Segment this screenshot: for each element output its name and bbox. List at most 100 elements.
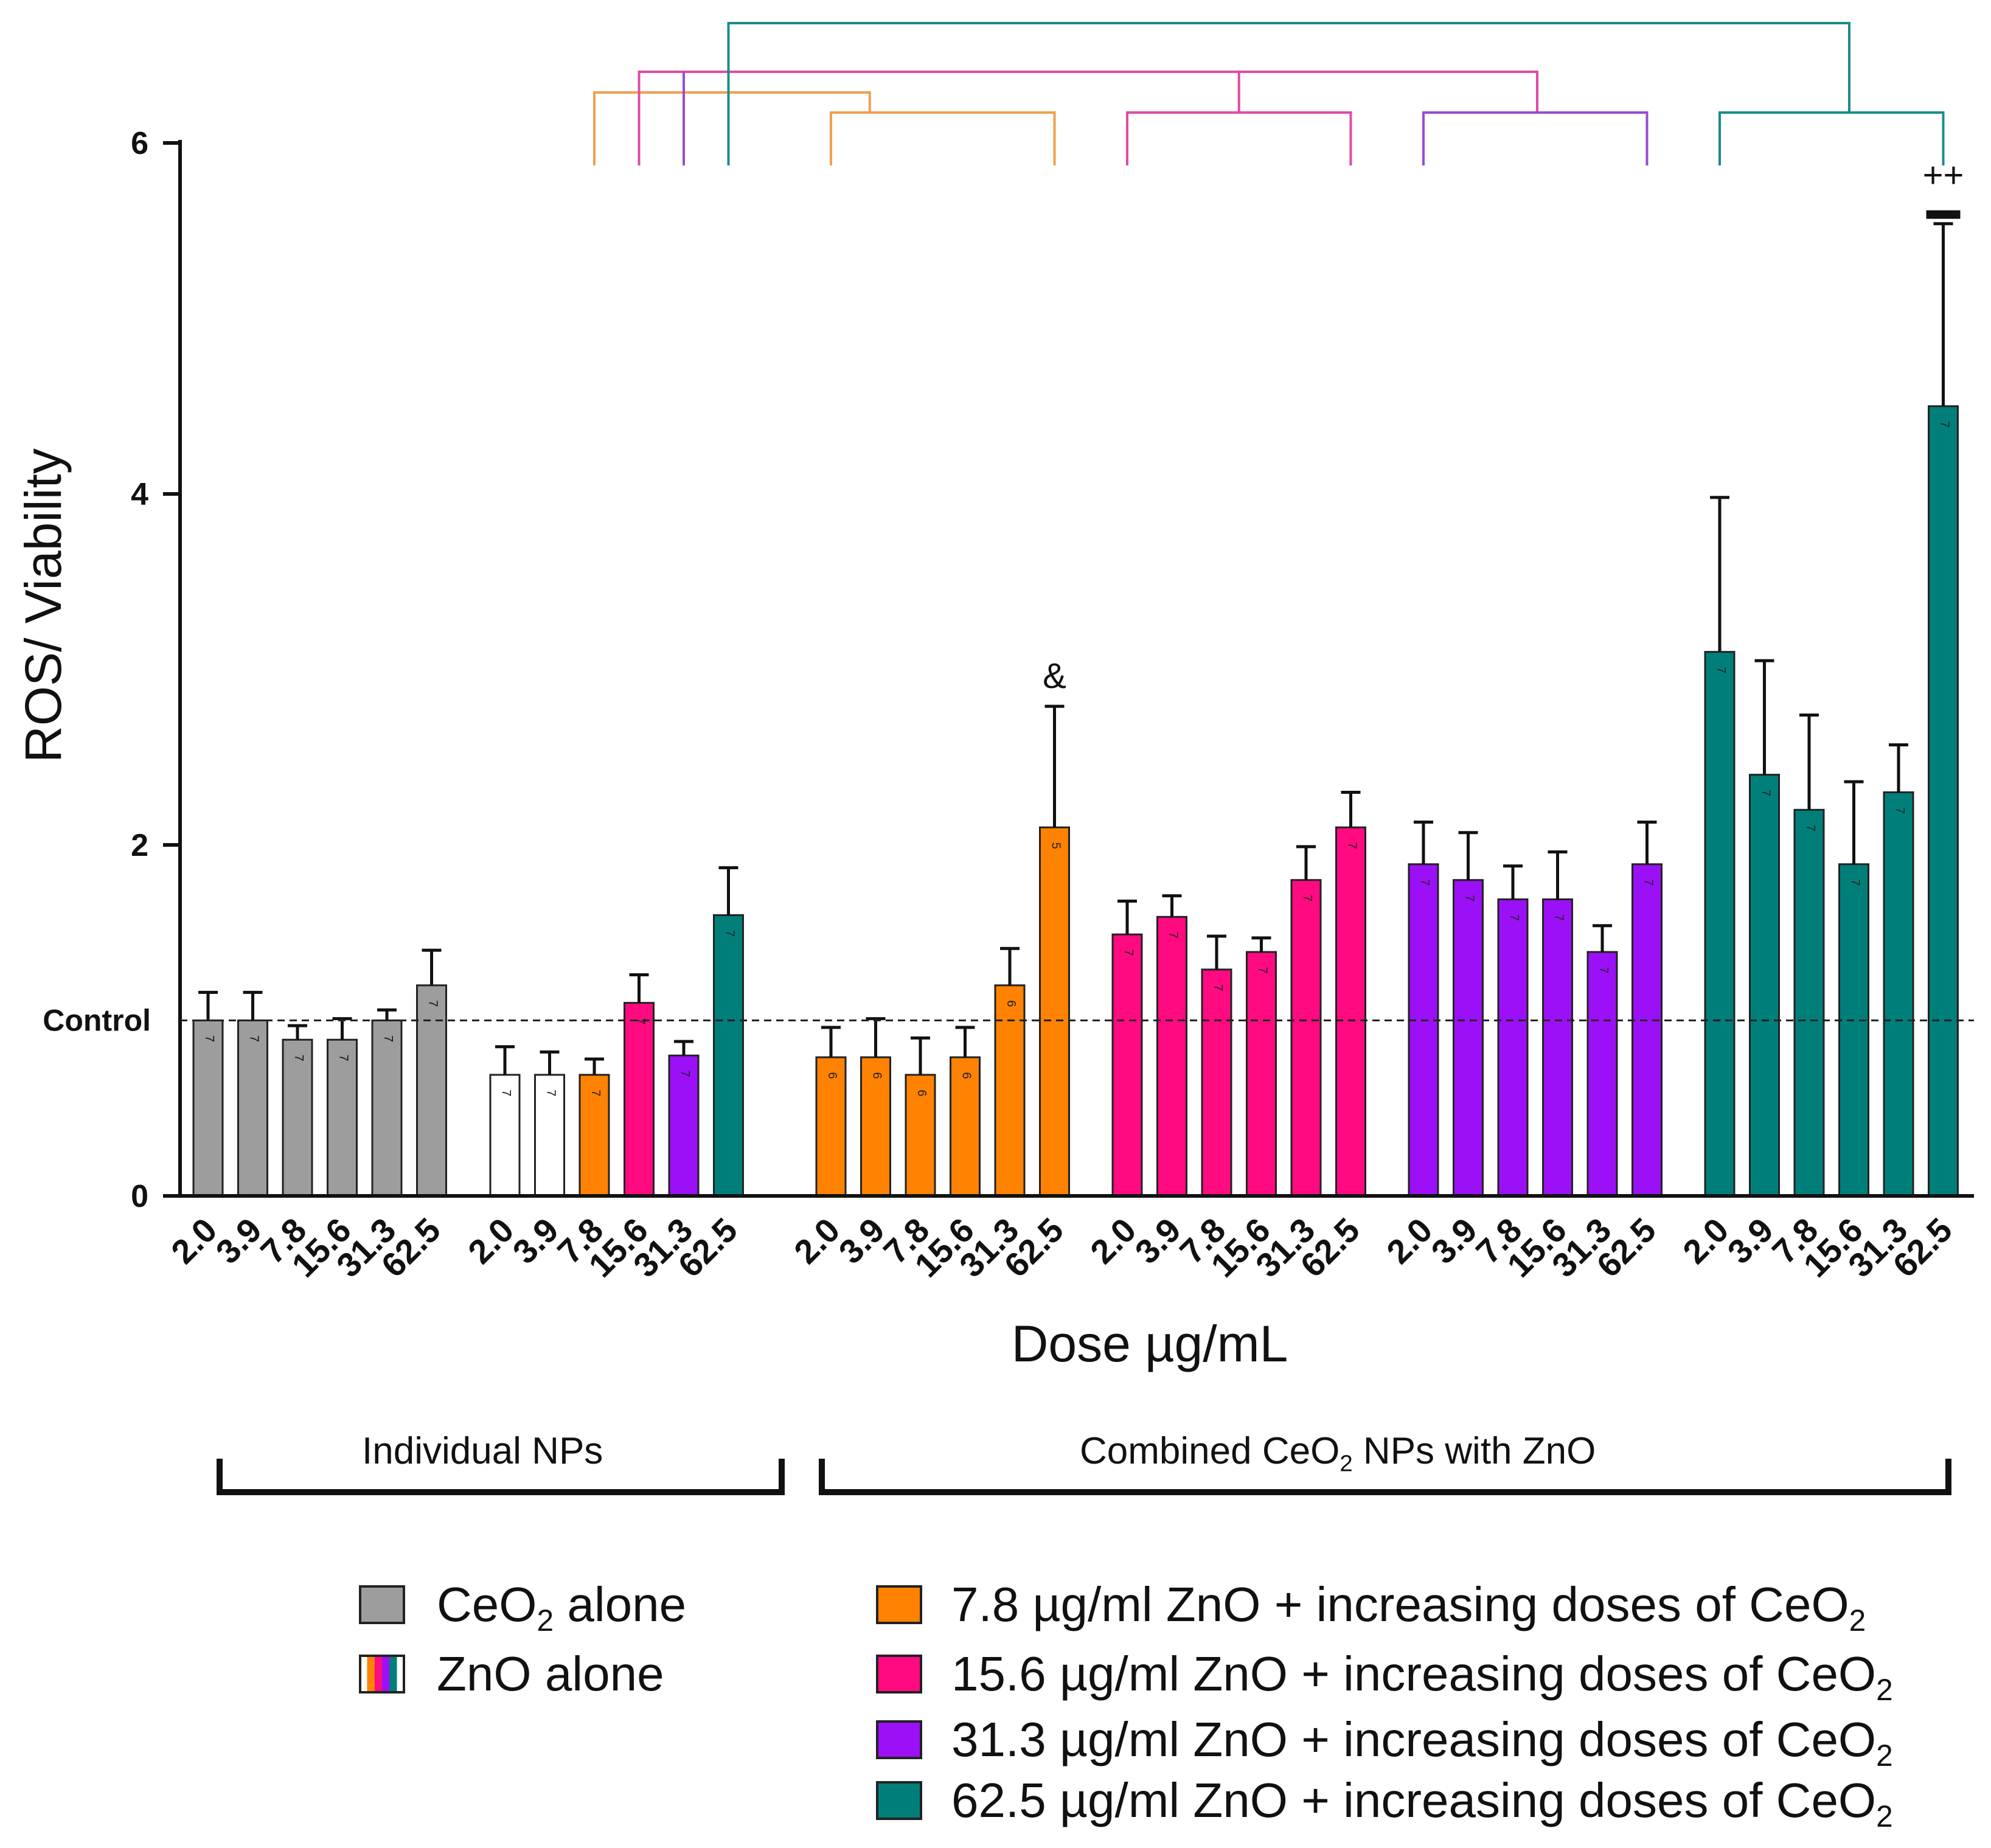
bracket-orange-link: [593, 91, 871, 165]
bar-31-3-g-ml-zno-increasing-doses-of-ceo2-0: [1408, 863, 1439, 1197]
bar-62-5-g-ml-zno-increasing-doses-of-ceo2-3: [1838, 863, 1869, 1197]
combined-label: Combined CeO2 NPs with ZnO: [1080, 1429, 1596, 1477]
combined-text-sub: 2: [1339, 1450, 1353, 1477]
n-label-15-6-g-ml-zno-increasing-doses-of-ceo2-3: 7: [1256, 967, 1270, 973]
annotation-bar-1: [1926, 210, 1961, 219]
combined-text-prefix: Combined CeO: [1080, 1430, 1340, 1472]
bar-31-3-g-ml-zno-increasing-doses-of-ceo2-5: [1631, 863, 1663, 1197]
n-label-ceo2-alone-4: 7: [381, 1035, 395, 1042]
individual-nps-text: Individual NPs: [362, 1430, 603, 1472]
bar-7-8-g-ml-zno-increasing-doses-of-ceo2-1: [860, 1056, 891, 1197]
n-label-31-3-g-ml-zno-increasing-doses-of-ceo2-2: 7: [1507, 914, 1521, 921]
bar-ceo2-alone-5: [416, 984, 447, 1197]
bar-31-3-g-ml-zno-increasing-doses-of-ceo2-2: [1497, 898, 1529, 1197]
n-label-ceo2-alone-2: 7: [292, 1055, 305, 1061]
n-label-ceo2-alone-1: 7: [248, 1035, 261, 1042]
bracket-orange-series: [830, 111, 1056, 165]
bar-ceo2-alone-1: [237, 1020, 268, 1197]
significance-annotations: & ++: [1043, 156, 1964, 696]
n-label-62-5-g-ml-zno-increasing-doses-of-ceo2-4: 7: [1893, 807, 1906, 814]
bar-7-8-g-ml-zno-increasing-doses-of-ceo2-0: [815, 1056, 847, 1197]
legend-item-1-sub: 2: [1876, 1672, 1893, 1707]
bracket-purple-series: [1422, 111, 1649, 165]
bar-series: 7 7 7 7 7 7 7 7 7 7 7 7 6 6 6 6 6 5 7 7 7 7 7 7 7 7 7 7 7 7 7 7 7 7 7 7: [192, 222, 1959, 1197]
x-axis-title: Dose µg/mL: [1012, 1315, 1288, 1372]
bar-31-3-g-ml-zno-increasing-doses-of-ceo2-3: [1542, 898, 1573, 1197]
legend-swatch-zno: [359, 1655, 405, 1693]
legend-swatch-zno-7-8: [876, 1585, 922, 1624]
bar-ceo2-alone-0: [192, 1020, 224, 1197]
bar-7-8-g-ml-zno-increasing-doses-of-ceo2-5: [1039, 826, 1070, 1197]
individual-nps-label: Individual NPs: [362, 1429, 603, 1473]
bar-7-8-g-ml-zno-increasing-doses-of-ceo2-3: [950, 1056, 981, 1197]
legend-item-0-text: 7.8 µg/ml ZnO + increasing doses of CeO: [951, 1577, 1849, 1631]
bar-ceo2-alone-4: [371, 1020, 403, 1197]
n-label-31-3-g-ml-zno-increasing-doses-of-ceo2-0: 7: [1418, 879, 1431, 886]
n-label-15-6-g-ml-zno-increasing-doses-of-ceo2-0: 7: [1122, 950, 1135, 956]
combined-bracket: [819, 1459, 1951, 1495]
n-label-7-8-g-ml-zno-increasing-doses-of-ceo2-5: 5: [1049, 842, 1063, 849]
bar-ceo2-alone-3: [327, 1038, 358, 1197]
bar-15-6-g-ml-zno-increasing-doses-of-ceo2-2: [1201, 968, 1232, 1197]
n-label-zno-alone-2: 7: [589, 1089, 602, 1096]
n-label-ceo2-alone-0: 7: [203, 1035, 216, 1042]
bar-31-3-g-ml-zno-increasing-doses-of-ceo2-1: [1453, 879, 1484, 1197]
individual-nps-bracket: [217, 1459, 785, 1495]
y-tick-label-1: 2: [131, 828, 148, 863]
n-label-ceo2-alone-3: 7: [337, 1055, 350, 1061]
n-label-7-8-g-ml-zno-increasing-doses-of-ceo2-1: 6: [870, 1072, 884, 1079]
bar-15-6-g-ml-zno-increasing-doses-of-ceo2-1: [1156, 915, 1187, 1197]
bar-62-5-g-ml-zno-increasing-doses-of-ceo2-2: [1793, 808, 1825, 1197]
n-label-15-6-g-ml-zno-increasing-doses-of-ceo2-5: 7: [1346, 842, 1359, 849]
ros-viability-chart: 7 7 7 7 7 7 7 7 7 7 7 7 6 6 6 6 6 5 7 7 7 7 7 7 7 7 7 7 7 7 7 7 7 7 7 7 0 2 4…: [15, 22, 1974, 1372]
n-label-31-3-g-ml-zno-increasing-doses-of-ceo2-4: 7: [1597, 967, 1610, 973]
legend-ceo2-sub: 2: [537, 1603, 554, 1638]
bracket-teal-link: [727, 22, 1850, 165]
bar-zno-alone-4: [668, 1054, 700, 1197]
n-label-zno-alone-3: 7: [634, 1018, 647, 1024]
y-axis-title: ROS/ Viability: [15, 448, 72, 763]
bar-62-5-g-ml-zno-increasing-doses-of-ceo2-4: [1883, 791, 1914, 1197]
bar-62-5-g-ml-zno-increasing-doses-of-ceo2-1: [1749, 774, 1780, 1197]
n-label-62-5-g-ml-zno-increasing-doses-of-ceo2-1: 7: [1759, 790, 1773, 796]
legend-item-3-text: 62.5 µg/ml ZnO + increasing doses of CeO: [951, 1773, 1877, 1827]
n-label-7-8-g-ml-zno-increasing-doses-of-ceo2-0: 6: [825, 1072, 839, 1079]
x-tick-labels: 2.03.97.815.631.362.5 2.03.97.815.631.362…: [164, 1211, 1959, 1285]
n-label-15-6-g-ml-zno-increasing-doses-of-ceo2-1: 7: [1167, 932, 1180, 939]
legend-zno-text: ZnO alone: [437, 1647, 664, 1701]
n-label-zno-alone-4: 7: [678, 1071, 692, 1077]
bar-15-6-g-ml-zno-increasing-doses-of-ceo2-0: [1111, 933, 1143, 1197]
bar-31-3-g-ml-zno-increasing-doses-of-ceo2-4: [1586, 951, 1618, 1197]
n-label-62-5-g-ml-zno-increasing-doses-of-ceo2-2: 7: [1804, 825, 1817, 832]
n-label-7-8-g-ml-zno-increasing-doses-of-ceo2-3: 6: [960, 1072, 973, 1079]
bar-zno-alone-5: [713, 914, 744, 1197]
bracket-teal-series: [1718, 111, 1945, 165]
bar-15-6-g-ml-zno-increasing-doses-of-ceo2-4: [1290, 879, 1322, 1197]
bar-15-6-g-ml-zno-increasing-doses-of-ceo2-5: [1335, 826, 1366, 1197]
legend-item-0-sub: 2: [1849, 1603, 1866, 1638]
legend-swatch-zno-31-3: [876, 1720, 922, 1759]
y-tick-labels: 0 2 4 6: [131, 126, 148, 1214]
n-label-zno-alone-0: 7: [499, 1089, 513, 1096]
legend-item-3-sub: 2: [1876, 1799, 1893, 1833]
n-label-62-5-g-ml-zno-increasing-doses-of-ceo2-3: 7: [1849, 879, 1862, 886]
n-label-31-3-g-ml-zno-increasing-doses-of-ceo2-5: 7: [1642, 879, 1655, 886]
legend-swatch-zno-15-6: [876, 1655, 922, 1693]
bar-ceo2-alone-2: [282, 1038, 313, 1197]
combined-text-suffix: NPs with ZnO: [1352, 1430, 1596, 1472]
bracket-pink-series: [1126, 111, 1352, 165]
bar-7-8-g-ml-zno-increasing-doses-of-ceo2-4: [994, 984, 1026, 1197]
legend-swatch-zno-62-5: [876, 1781, 922, 1820]
significance-brackets: [593, 22, 1945, 165]
n-label-62-5-g-ml-zno-increasing-doses-of-ceo2-0: 7: [1714, 667, 1728, 673]
n-label-31-3-g-ml-zno-increasing-doses-of-ceo2-3: 7: [1552, 914, 1566, 921]
n-label-15-6-g-ml-zno-increasing-doses-of-ceo2-4: 7: [1301, 895, 1314, 901]
y-tick-label-3: 6: [131, 126, 148, 161]
n-label-15-6-g-ml-zno-increasing-doses-of-ceo2-2: 7: [1211, 984, 1225, 991]
legend-item-2-sub: 2: [1876, 1738, 1893, 1773]
bar-15-6-g-ml-zno-increasing-doses-of-ceo2-3: [1246, 951, 1277, 1197]
legend-ceo2-suffix: alone: [554, 1577, 687, 1631]
n-label-62-5-g-ml-zno-increasing-doses-of-ceo2-5: 7: [1938, 421, 1951, 428]
y-tick-label-0: 0: [131, 1179, 148, 1214]
n-label-7-8-g-ml-zno-increasing-doses-of-ceo2-2: 6: [915, 1089, 928, 1096]
